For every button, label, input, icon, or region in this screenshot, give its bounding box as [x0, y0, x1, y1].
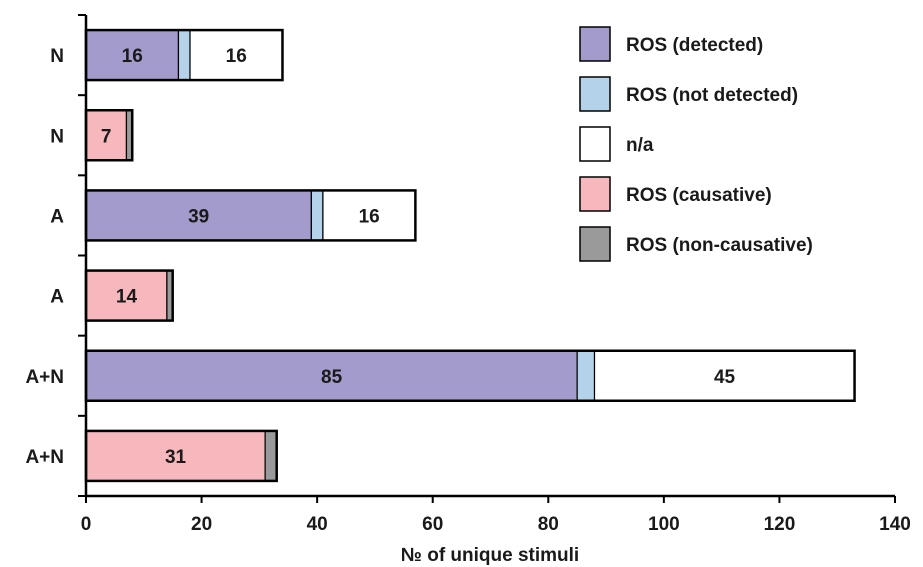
bar-segment-ros-not-detected	[177, 29, 191, 81]
bar-detection: 85 45	[84, 349, 856, 402]
bar-causation: 7	[84, 109, 134, 162]
x-tick-label: 100	[648, 514, 680, 535]
x-tick-label: 60	[422, 514, 443, 535]
legend-label: ROS (not detected)	[626, 85, 798, 106]
data-label: 31	[165, 447, 187, 468]
legend-item-ros-causative: ROS (causative)	[579, 176, 772, 212]
x-tick-label: 0	[81, 514, 92, 535]
x-tick-label: 80	[538, 514, 559, 535]
y-category-label: A	[50, 287, 64, 308]
legend-item-ros-detected: ROS (detected)	[579, 26, 763, 62]
y-category-label: A+N	[25, 447, 64, 468]
legend-swatch	[579, 76, 611, 112]
data-label: 7	[101, 126, 112, 147]
data-label: 16	[122, 46, 143, 67]
bar-segment-ros-not-detected	[576, 350, 596, 402]
bar-segment-ros-non-causative	[264, 430, 278, 482]
x-axis-title: № of unique stimuli	[401, 545, 579, 566]
x-tick-label: 120	[764, 514, 796, 535]
legend-swatch	[579, 26, 611, 62]
data-label: 16	[359, 206, 380, 227]
data-label: 39	[188, 206, 209, 227]
bar-segment-ros-causative	[85, 430, 266, 482]
y-category-label: A	[50, 206, 64, 227]
data-label: 16	[226, 46, 247, 67]
bar-segment-n-a	[322, 189, 416, 242]
bar-detection: 16 16	[84, 28, 284, 82]
legend-label: ROS (detected)	[626, 35, 763, 56]
bar-segment-ros-detected	[85, 189, 312, 242]
data-label: 14	[116, 287, 138, 308]
bar-segment-n-a	[593, 350, 856, 402]
legend: ROS (detected) ROS (not detected) n/a ROS (…	[579, 26, 813, 262]
legend-swatch	[579, 126, 611, 162]
bar-detection: 39 16	[84, 189, 417, 242]
legend-swatch	[579, 176, 611, 212]
legend-label: ROS (non-causative)	[626, 235, 813, 256]
x-tick-label: 20	[191, 514, 212, 535]
legend-label: ROS (causative)	[626, 185, 772, 206]
y-category-label: A+N	[25, 367, 64, 388]
legend-item-ros-not-detected: ROS (not detected)	[579, 76, 798, 112]
bar-segment-ros-not-detected	[310, 189, 324, 242]
y-category-label: N	[50, 126, 64, 147]
bar-causation: 14	[84, 269, 174, 322]
bar-causation: 31	[84, 429, 278, 483]
x-tick-label: 140	[879, 514, 911, 535]
bar-segment-ros-detected	[85, 29, 180, 81]
x-tick-label: 40	[307, 514, 328, 535]
legend-swatch	[579, 226, 611, 262]
legend-item-n-a: n/a	[579, 126, 654, 162]
y-axis-category-labels: N N A A A+N A+N	[25, 14, 86, 497]
x-axis-ticks: 0 20 40 60 80 100 120 140	[81, 496, 911, 535]
legend-label: n/a	[626, 135, 654, 156]
data-label: 85	[321, 367, 343, 388]
y-category-label: N	[50, 46, 64, 67]
legend-item-ros-non-causative: ROS (non-causative)	[579, 226, 813, 262]
data-label: 45	[714, 367, 736, 388]
